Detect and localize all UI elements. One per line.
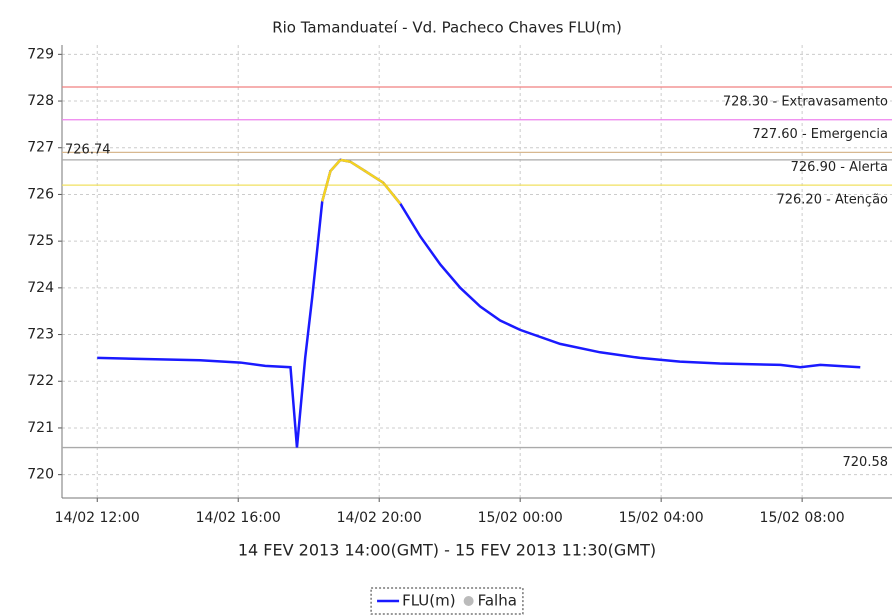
legend-swatch (463, 596, 474, 606)
legend: FLU(m) Falha (370, 587, 524, 615)
highlight-segment (321, 170, 332, 202)
y-tick-label: 729 (27, 46, 54, 62)
reference-label: 726.74 (65, 142, 111, 157)
y-tick-label: 720 (27, 467, 54, 483)
x-tick-label: 14/02 16:00 (196, 510, 281, 526)
data-line (97, 158, 861, 448)
x-tick-label: 15/02 00:00 (478, 510, 563, 526)
highlight-segment (382, 181, 402, 205)
reference-label: 728.30 - Extravasamento (723, 95, 888, 110)
x-tick-label: 14/02 12:00 (55, 510, 140, 526)
x-tick-label: 15/02 08:00 (760, 510, 845, 526)
reference-label: 727.60 - Emergencia (752, 127, 888, 142)
reference-label: 720.58 (843, 455, 889, 470)
x-tick-label: 14/02 20:00 (337, 510, 422, 526)
y-tick-label: 727 (27, 140, 54, 156)
legend-label: Falha (478, 592, 517, 610)
highlight-segment (349, 160, 366, 173)
reference-label: 726.20 - Atenção (776, 193, 888, 208)
highlight-segment (329, 159, 342, 172)
highlight-segment (340, 158, 351, 163)
x-axis-title: 14 FEV 2013 14:00(GMT) - 15 FEV 2013 11:… (238, 541, 656, 560)
y-tick-label: 723 (27, 327, 54, 343)
reference-label: 726.90 - Alerta (791, 160, 888, 175)
y-tick-label: 726 (27, 186, 54, 202)
y-tick-label: 725 (27, 233, 54, 249)
y-tick-label: 728 (27, 93, 54, 109)
x-tick-label: 15/02 04:00 (619, 510, 704, 526)
y-tick-label: 721 (27, 420, 54, 436)
legend-label: FLU(m) (402, 592, 456, 610)
y-tick-label: 722 (27, 373, 54, 389)
highlight-segment (364, 170, 384, 184)
y-tick-label: 724 (27, 280, 54, 296)
chart-title: Rio Tamanduateí - Vd. Pacheco Chaves FLU… (272, 19, 622, 37)
